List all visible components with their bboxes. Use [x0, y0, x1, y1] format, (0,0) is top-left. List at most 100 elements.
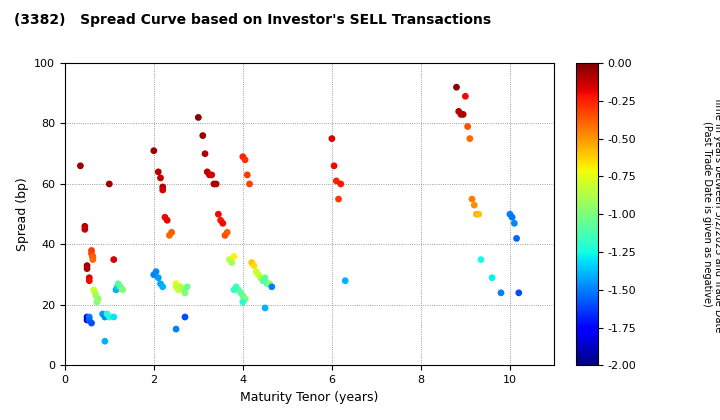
Point: [235, 289, 246, 296]
Point: [462, 123, 473, 130]
Point: [150, 268, 162, 275]
Point: [453, 108, 464, 115]
Point: [253, 271, 264, 278]
Point: [451, 84, 462, 91]
Point: [86, 250, 97, 257]
Point: [81, 265, 93, 272]
Point: [102, 311, 113, 318]
Point: [469, 202, 480, 208]
Point: [81, 317, 93, 323]
Point: [333, 196, 344, 202]
Point: [471, 211, 482, 218]
Point: [251, 268, 262, 275]
Point: [79, 223, 91, 230]
Point: [99, 338, 111, 344]
Point: [261, 281, 273, 287]
Point: [173, 286, 184, 293]
Point: [114, 284, 126, 290]
Point: [237, 299, 248, 305]
Point: [513, 289, 525, 296]
Point: [246, 259, 258, 266]
Point: [86, 253, 98, 260]
Point: [217, 220, 228, 227]
Point: [75, 163, 86, 169]
Point: [224, 256, 235, 263]
Point: [179, 314, 191, 320]
Point: [239, 296, 251, 302]
Point: [84, 277, 95, 284]
Point: [171, 326, 182, 333]
Point: [230, 284, 242, 290]
Point: [177, 286, 189, 293]
Point: [506, 214, 518, 220]
Point: [92, 296, 104, 302]
Point: [112, 281, 124, 287]
Point: [486, 274, 498, 281]
Point: [87, 253, 99, 260]
Point: [212, 211, 224, 218]
Point: [228, 253, 240, 260]
Point: [239, 156, 251, 163]
Point: [259, 277, 271, 284]
Point: [228, 286, 240, 293]
Point: [166, 229, 177, 236]
Point: [97, 311, 109, 318]
Point: [248, 262, 260, 269]
Point: [86, 247, 97, 254]
Point: [199, 150, 211, 157]
Point: [159, 214, 171, 220]
Point: [459, 93, 471, 100]
Point: [257, 277, 269, 284]
Point: [464, 135, 476, 142]
Point: [237, 153, 248, 160]
Point: [222, 229, 233, 236]
Text: (3382)   Spread Curve based on Investor's SELL Transactions: (3382) Spread Curve based on Investor's …: [14, 13, 492, 26]
Point: [81, 314, 93, 320]
Point: [110, 286, 122, 293]
X-axis label: Maturity Tenor (years): Maturity Tenor (years): [240, 391, 379, 404]
Point: [89, 289, 101, 296]
Point: [99, 314, 111, 320]
Point: [204, 171, 215, 178]
Point: [259, 274, 271, 281]
Point: [467, 196, 478, 202]
Point: [326, 135, 338, 142]
Point: [175, 284, 186, 290]
Point: [104, 181, 115, 187]
Point: [81, 262, 93, 269]
Point: [171, 284, 182, 290]
Point: [108, 314, 120, 320]
Point: [208, 181, 220, 187]
Point: [163, 232, 175, 239]
Point: [104, 314, 115, 320]
Point: [510, 235, 522, 242]
Point: [233, 286, 244, 293]
Point: [148, 147, 160, 154]
Point: [226, 259, 238, 266]
Point: [266, 284, 277, 290]
Point: [155, 175, 166, 181]
Y-axis label: Spread (bp): Spread (bp): [16, 177, 29, 251]
Point: [473, 211, 485, 218]
Point: [475, 256, 487, 263]
Point: [210, 181, 222, 187]
Point: [157, 284, 168, 290]
Point: [197, 132, 209, 139]
Point: [192, 114, 204, 121]
Point: [153, 168, 164, 175]
Point: [244, 181, 256, 187]
Point: [112, 284, 123, 290]
Point: [108, 256, 120, 263]
Point: [237, 292, 248, 299]
Point: [157, 184, 168, 190]
Point: [264, 281, 275, 287]
Point: [335, 181, 346, 187]
Point: [171, 281, 182, 287]
Point: [339, 277, 351, 284]
Point: [328, 163, 340, 169]
Point: [91, 299, 103, 305]
Point: [504, 211, 516, 218]
Point: [179, 289, 191, 296]
Point: [153, 274, 164, 281]
Point: [148, 271, 160, 278]
